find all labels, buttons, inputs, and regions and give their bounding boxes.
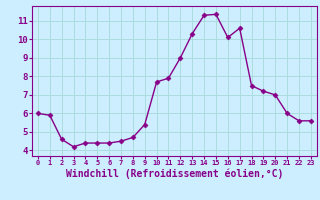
X-axis label: Windchill (Refroidissement éolien,°C): Windchill (Refroidissement éolien,°C): [66, 169, 283, 179]
